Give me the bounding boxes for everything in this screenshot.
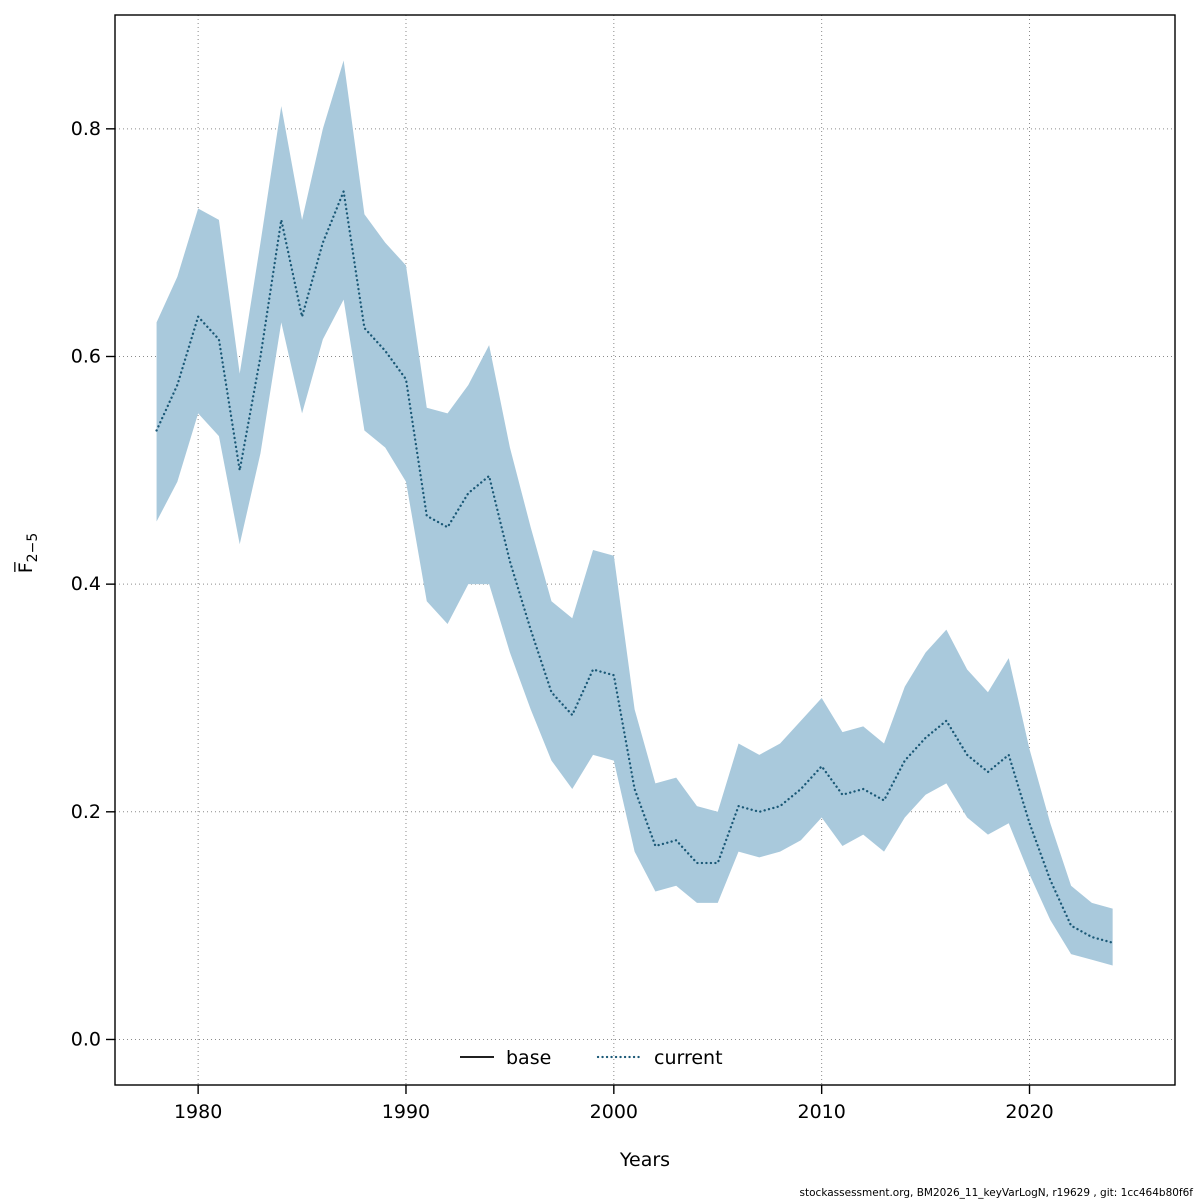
x-axis-label: Years [619, 1149, 670, 1171]
y-tick-label: 0.6 [71, 345, 101, 367]
y-axis-label: F̅2−5 [13, 533, 41, 573]
y-tick-label: 0.0 [71, 1028, 101, 1050]
x-tick-label: 1990 [382, 1101, 430, 1123]
legend-label-current: current [654, 1047, 723, 1069]
y-axis-ticks: 0.0 0.2 0.4 0.6 0.8 [71, 118, 115, 1050]
confidence-band [156, 60, 1113, 966]
legend-label-base: base [506, 1047, 551, 1069]
y-label-sub: 2−5 [25, 533, 41, 563]
x-tick-label: 2000 [590, 1101, 638, 1123]
plot-border [114, 14, 1176, 1086]
y-tick-label: 0.8 [71, 118, 101, 140]
legend: base current [460, 1047, 723, 1069]
y-label-main: F̅ [13, 561, 37, 573]
y-tick-label: 0.4 [71, 573, 101, 595]
x-tick-label: 2020 [1005, 1101, 1053, 1123]
x-tick-label: 2010 [797, 1101, 845, 1123]
current-line [155, 187, 1114, 944]
y-tick-label: 0.2 [71, 801, 101, 823]
x-tick-label: 1980 [174, 1101, 222, 1123]
footer-note: stockassessment.org, BM2026_11_keyVarLog… [800, 1187, 1194, 1199]
x-axis-ticks: 1980 1990 2000 2010 2020 [174, 1085, 1054, 1123]
